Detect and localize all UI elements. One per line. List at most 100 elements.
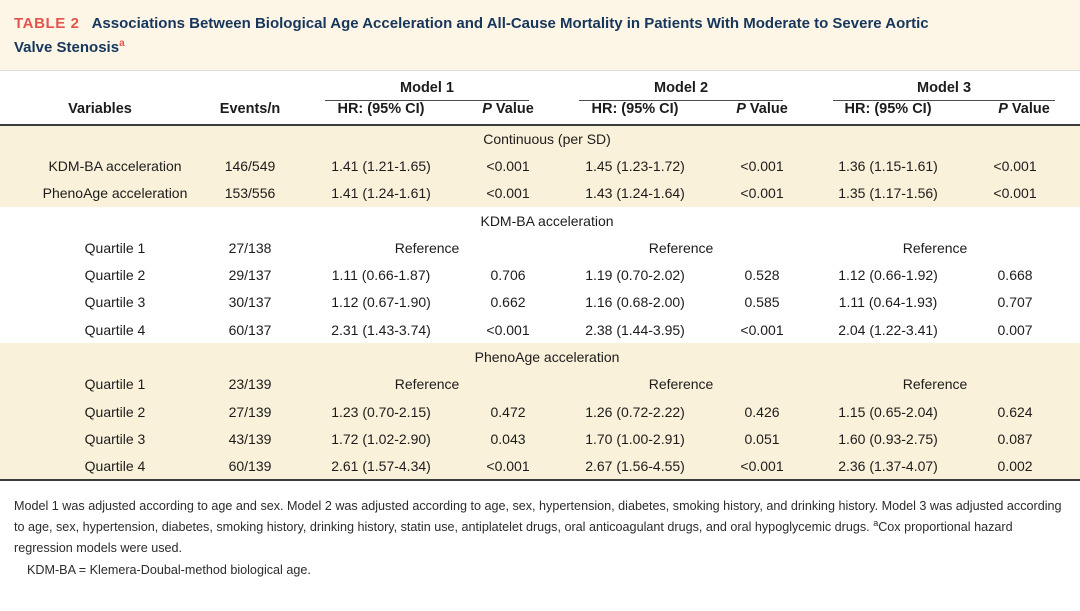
table-title-footnote-marker: a [119, 38, 125, 49]
m3-hr-value: 1.60 (0.93-2.75) [838, 430, 938, 447]
m1-hr-value: 1.72 (1.02-2.90) [331, 430, 431, 447]
m3-pvalue: 0.624 [997, 403, 1033, 420]
section-row: Continuous (per SD) [0, 125, 1080, 153]
m2-pvalue: 0.426 [744, 403, 780, 420]
m2-hr-value: 2.67 (1.56-4.55) [554, 452, 717, 481]
events-value: 60/137 [228, 321, 272, 338]
variables-column-header: Variables [0, 101, 200, 126]
section-label: PhenoAge acceleration [474, 349, 620, 366]
variable-label: Quartile 1 [84, 239, 146, 256]
table-row: PhenoAge acceleration 153/556 1.41 (1.24-1… [0, 179, 1080, 207]
m2-hr-value: 1.45 (1.23-1.72) [585, 157, 685, 174]
section-row: PhenoAge acceleration [0, 343, 1080, 371]
events-value: 27/139 [228, 403, 272, 420]
table-footnotes: Model 1 was adjusted according to age an… [0, 481, 1080, 581]
m1-hr-value: 1.23 (0.70-2.15) [331, 403, 431, 420]
section-label: KDM-BA acceleration [480, 212, 614, 229]
m3-hr-value: 1.11 (0.64-1.93) [838, 294, 938, 311]
model-adjustment-note: Model 1 was adjusted according to age an… [14, 498, 1062, 555]
table-row: Quartile 4 60/137 2.31 (1.43-3.74) <0.001 2.… [0, 316, 1080, 343]
events-value: 146/549 [224, 157, 276, 174]
m3-hr-value: 1.35 (1.17-1.56) [838, 185, 938, 202]
m2-hr-value: 1.19 (0.70-2.02) [585, 267, 685, 284]
m3-pvalue: <0.001 [993, 185, 1037, 202]
m2-hr-value: 1.43 (1.24-1.64) [585, 185, 685, 202]
m2-pvalue: <0.001 [740, 321, 784, 338]
m3-hr-value: 1.15 (0.65-2.04) [838, 403, 938, 420]
m1-pvalue: <0.001 [486, 185, 530, 202]
events-value: 30/137 [228, 294, 272, 311]
variable-label: PhenoAge acceleration [42, 185, 188, 202]
m1-pvalue: 0.472 [490, 403, 526, 420]
m3-pvalue: 0.707 [997, 294, 1033, 311]
m1-pvalue: 0.706 [490, 267, 526, 284]
m1-pvalue: <0.001 [462, 452, 555, 481]
m2-hr-value: 1.70 (1.00-2.91) [585, 430, 685, 447]
events-value: 43/139 [228, 430, 272, 447]
column-header-row: Variables Events/n HR: (95% CI) P Value H… [0, 101, 1080, 126]
m3-hr-value: 1.36 (1.15-1.61) [838, 157, 938, 174]
events-value: 23/139 [228, 376, 272, 393]
m2-hr-value: 1.26 (0.72-2.22) [585, 403, 685, 420]
m2-reference-value: Reference [648, 239, 714, 256]
m3-pvalue: 0.668 [997, 267, 1033, 284]
table-header: Model 1 Model 2 Model 3 Variables Events… [0, 71, 1080, 126]
table-title-line1: Associations Between Biological Age Acce… [91, 15, 929, 32]
m3-reference-value: Reference [902, 239, 968, 256]
spacer-cell [0, 71, 200, 101]
events-column-header: Events/n [200, 101, 300, 126]
variable-label: Quartile 3 [84, 294, 146, 311]
section-label: Continuous (per SD) [483, 131, 611, 148]
m1-pvalue-column-header: P Value [462, 101, 555, 126]
table-row: Quartile 2 29/137 1.11 (0.66-1.87) 0.706 1.1… [0, 261, 1080, 288]
table-title-line2: Valve Stenosis [14, 39, 120, 56]
m2-reference-value: Reference [648, 376, 714, 393]
m1-pvalue: <0.001 [486, 321, 530, 338]
m1-hr-value: 1.11 (0.66-1.87) [331, 267, 431, 284]
table-row: KDM-BA acceleration 146/549 1.41 (1.21-1.6… [0, 152, 1080, 180]
m2-pvalue: 0.528 [744, 267, 780, 284]
m3-pvalue: 0.087 [997, 430, 1033, 447]
results-table: Model 1 Model 2 Model 3 Variables Events… [0, 71, 1080, 481]
table-number-label: TABLE 2 [14, 15, 80, 32]
spacer-cell [200, 71, 300, 101]
m3-pvalue-column-header: P Value [968, 101, 1080, 126]
variable-label: KDM-BA acceleration [48, 157, 182, 174]
m1-hr-value: 1.41 (1.21-1.65) [331, 157, 431, 174]
m1-pvalue: 0.043 [490, 430, 526, 447]
variable-label: Quartile 2 [84, 403, 146, 420]
m1-pvalue: 0.662 [490, 294, 526, 311]
abbreviation-note: KDM-BA = Klemera-Doubal-method biologica… [27, 562, 311, 577]
m2-hr-column-header: HR: (95% CI) [554, 101, 717, 126]
variable-label: Quartile 1 [84, 376, 146, 393]
variable-label: Quartile 4 [84, 321, 146, 338]
table-body: Continuous (per SD) KDM-BA acceleration 14… [0, 125, 1080, 481]
m1-reference-value: Reference [394, 376, 460, 393]
events-value: 60/139 [200, 452, 300, 481]
m3-pvalue: 0.002 [968, 452, 1080, 481]
section-row: KDM-BA acceleration [0, 207, 1080, 234]
table-row: Quartile 2 27/139 1.23 (0.70-2.15) 0.472 1.2… [0, 397, 1080, 426]
table-row: Quartile 1 23/139 Reference Reference Refere… [0, 370, 1080, 398]
m1-pvalue: <0.001 [486, 157, 530, 174]
model-3-header: Model 3 [808, 71, 1080, 101]
cox-footnote-marker: a [873, 517, 879, 528]
m1-hr-value: 1.41 (1.24-1.61) [331, 185, 431, 202]
model-2-header: Model 2 [554, 71, 808, 101]
m3-pvalue: <0.001 [993, 157, 1037, 174]
variable-label: Quartile 3 [84, 430, 146, 447]
m2-pvalue: <0.001 [716, 452, 809, 481]
m3-pvalue: 0.007 [997, 321, 1033, 338]
m2-pvalue: <0.001 [740, 185, 784, 202]
table-title-block: TABLE 2 Associations Between Biological A… [0, 0, 1080, 71]
m3-reference-value: Reference [902, 376, 968, 393]
m1-hr-value: 2.31 (1.43-3.74) [331, 321, 431, 338]
m2-pvalue-column-header: P Value [716, 101, 809, 126]
m1-hr-column-header: HR: (95% CI) [300, 101, 462, 126]
events-value: 27/138 [228, 239, 272, 256]
events-value: 153/556 [224, 185, 276, 202]
m1-hr-value: 2.61 (1.57-4.34) [300, 452, 462, 481]
m3-hr-value: 2.04 (1.22-3.41) [838, 321, 938, 338]
variable-label: Quartile 2 [84, 267, 146, 284]
